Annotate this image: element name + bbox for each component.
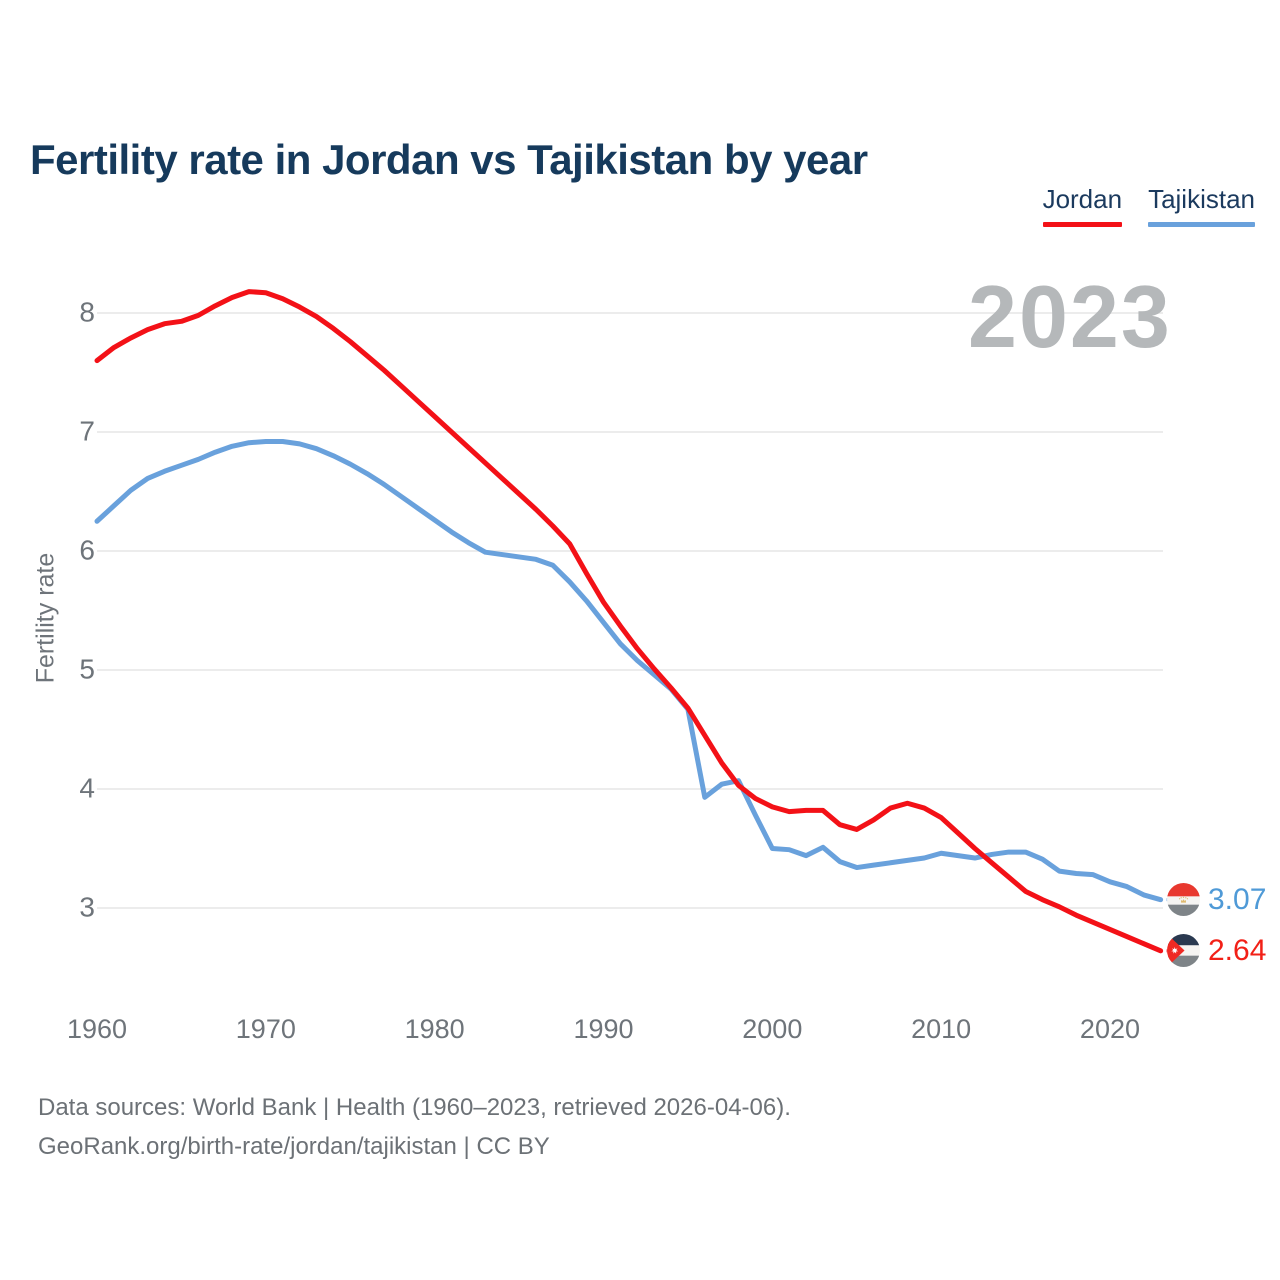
legend-item-jordan[interactable]: Jordan	[1042, 184, 1123, 227]
legend-swatch-tajikistan	[1148, 222, 1255, 227]
x-tick-2010: 2010	[911, 1014, 972, 1044]
y-tick-8: 8	[79, 296, 95, 328]
tajikistan-flag-icon	[1167, 883, 1200, 917]
end-label-tajikistan: 3.07	[1167, 883, 1266, 917]
tajikistan-end-value: 3.07	[1208, 882, 1267, 916]
y-tick-7: 7	[79, 415, 95, 447]
tajikistan-line	[94, 439, 1164, 903]
legend-swatch-jordan	[1042, 222, 1123, 227]
footer-attribution: GeoRank.org/birth-rate/jordan/tajikistan…	[38, 1133, 550, 1160]
end-label-jordan: 2.64	[1167, 934, 1266, 968]
x-tick-2020: 2020	[1079, 1014, 1141, 1044]
y-tick-4: 4	[79, 772, 95, 804]
x-tick-1970: 1970	[235, 1014, 296, 1044]
x-tick-2000: 2000	[742, 1014, 803, 1044]
jordan-flag-icon	[1167, 934, 1200, 968]
y-tick-6: 6	[79, 534, 95, 566]
legend-label-tajikistan: Tajikistan	[1148, 184, 1255, 214]
y-tick-3: 3	[79, 891, 95, 923]
jordan-end-value: 2.64	[1208, 933, 1267, 967]
year-watermark: 2023	[968, 267, 1172, 366]
legend-item-tajikistan[interactable]: Tajikistan	[1148, 184, 1255, 227]
footer: Data sources: World Bank | Health (1960–…	[38, 1088, 791, 1166]
jordan-line	[94, 289, 1164, 954]
x-tick-1980: 1980	[404, 1014, 465, 1044]
legend: Jordan Tajikistan	[1042, 184, 1255, 227]
footer-data-sources: Data sources: World Bank | Health (1960–…	[38, 1094, 791, 1121]
x-tick-1960: 1960	[66, 1014, 128, 1044]
y-tick-5: 5	[79, 653, 95, 685]
x-tick-1990: 1990	[573, 1014, 634, 1044]
page-title: Fertility rate in Jordan vs Tajikistan b…	[30, 136, 868, 184]
legend-label-jordan: Jordan	[1042, 184, 1123, 214]
